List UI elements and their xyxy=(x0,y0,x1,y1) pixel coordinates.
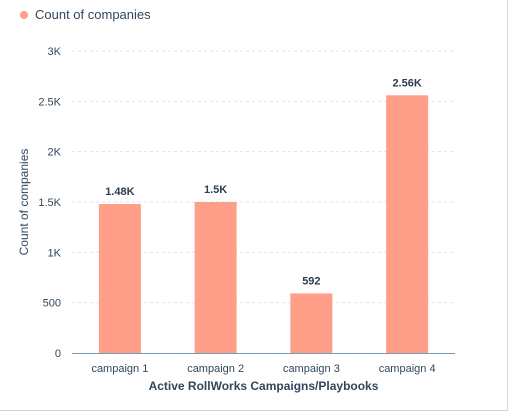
y-tick-label: 2.5K xyxy=(38,96,61,108)
y-axis-ticks: 0 500 1K 1.5K 2K 2.5K 3K xyxy=(38,46,61,360)
bar xyxy=(386,95,429,353)
y-tick-label: 0 xyxy=(55,348,61,360)
x-tick-label: campaign 2 xyxy=(187,363,244,375)
y-tick-label: 1K xyxy=(48,247,62,259)
bars xyxy=(98,95,429,353)
data-label: 1.5K xyxy=(204,184,227,196)
bar xyxy=(194,202,237,353)
legend-label: Count of companies xyxy=(35,7,151,22)
data-label: 2.56K xyxy=(392,77,421,89)
bar xyxy=(290,293,333,353)
x-axis-title: Active RollWorks Campaigns/Playbooks xyxy=(149,379,379,393)
data-label: 592 xyxy=(302,275,320,287)
x-tick-label: campaign 4 xyxy=(379,363,436,375)
y-tick-label: 3K xyxy=(48,46,62,58)
legend[interactable]: Count of companies xyxy=(20,7,151,22)
x-tick-label: campaign 1 xyxy=(91,363,148,375)
y-tick-label: 1.5K xyxy=(38,197,61,209)
y-tick-label: 2K xyxy=(48,147,62,159)
y-axis-title: Count of companies xyxy=(17,149,31,256)
y-tick-label: 500 xyxy=(43,298,61,310)
bar xyxy=(98,204,141,353)
data-labels: 1.48K 1.5K 592 2.56K xyxy=(105,77,422,287)
x-axis-ticks: campaign 1 campaign 2 campaign 3 campaign 4 xyxy=(91,363,435,375)
data-label: 1.48K xyxy=(105,186,134,198)
x-tick-label: campaign 3 xyxy=(283,363,340,375)
legend-swatch-icon xyxy=(20,10,28,19)
